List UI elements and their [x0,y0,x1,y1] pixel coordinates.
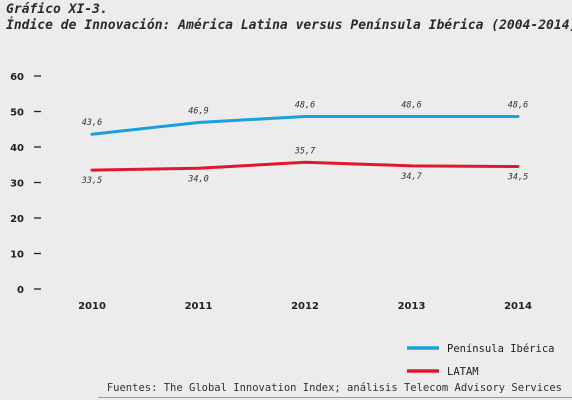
y-tick-label-20: 20 [10,214,24,225]
y-tick-label-10: 10 [10,250,24,261]
data-label-0-2: 48,6 [295,100,315,110]
chart-title: Índice de Innovación: América Latina ver… [6,18,572,33]
title-block: Gráfico XI-3. Índice de Innovación: Amér… [6,2,572,34]
y-tick-label-50: 50 [10,108,24,119]
data-label-0-4: 48,6 [508,100,528,110]
data-label-1-1: 34,0 [187,174,208,184]
y-tick-label-0: 0 [17,285,24,296]
x-tick-label-2014: 2014 [504,301,532,312]
x-tick-label-2012: 2012 [291,301,319,312]
source-note: Fuentes: The Global Innovation Index; an… [106,382,562,394]
data-label-1-3: 34,7 [400,172,422,182]
source-divider [98,397,572,398]
x-tick-label-2013: 2013 [398,301,426,312]
data-label-0-0: 43,6 [82,118,102,128]
data-label-0-1: 46,9 [188,107,208,117]
data-label-1-2: 35,7 [294,146,316,156]
x-tick-label-2010: 2010 [78,301,106,312]
x-tick-label-2011: 2011 [185,301,213,312]
data-label-1-0: 33,5 [81,176,102,186]
y-tick-label-40: 40 [10,143,24,154]
y-tick-label-30: 30 [10,179,24,190]
figure-label: Gráfico XI-3. [6,2,108,17]
legend-label-1: LATAM [447,366,479,378]
legend-label-0: Península Ibérica [447,343,554,355]
series-line-0 [90,114,520,136]
y-tick-label-60: 60 [10,72,24,83]
series-line-1 [90,160,520,172]
data-label-0-3: 48,6 [401,100,421,110]
data-label-1-4: 34,5 [507,173,528,183]
